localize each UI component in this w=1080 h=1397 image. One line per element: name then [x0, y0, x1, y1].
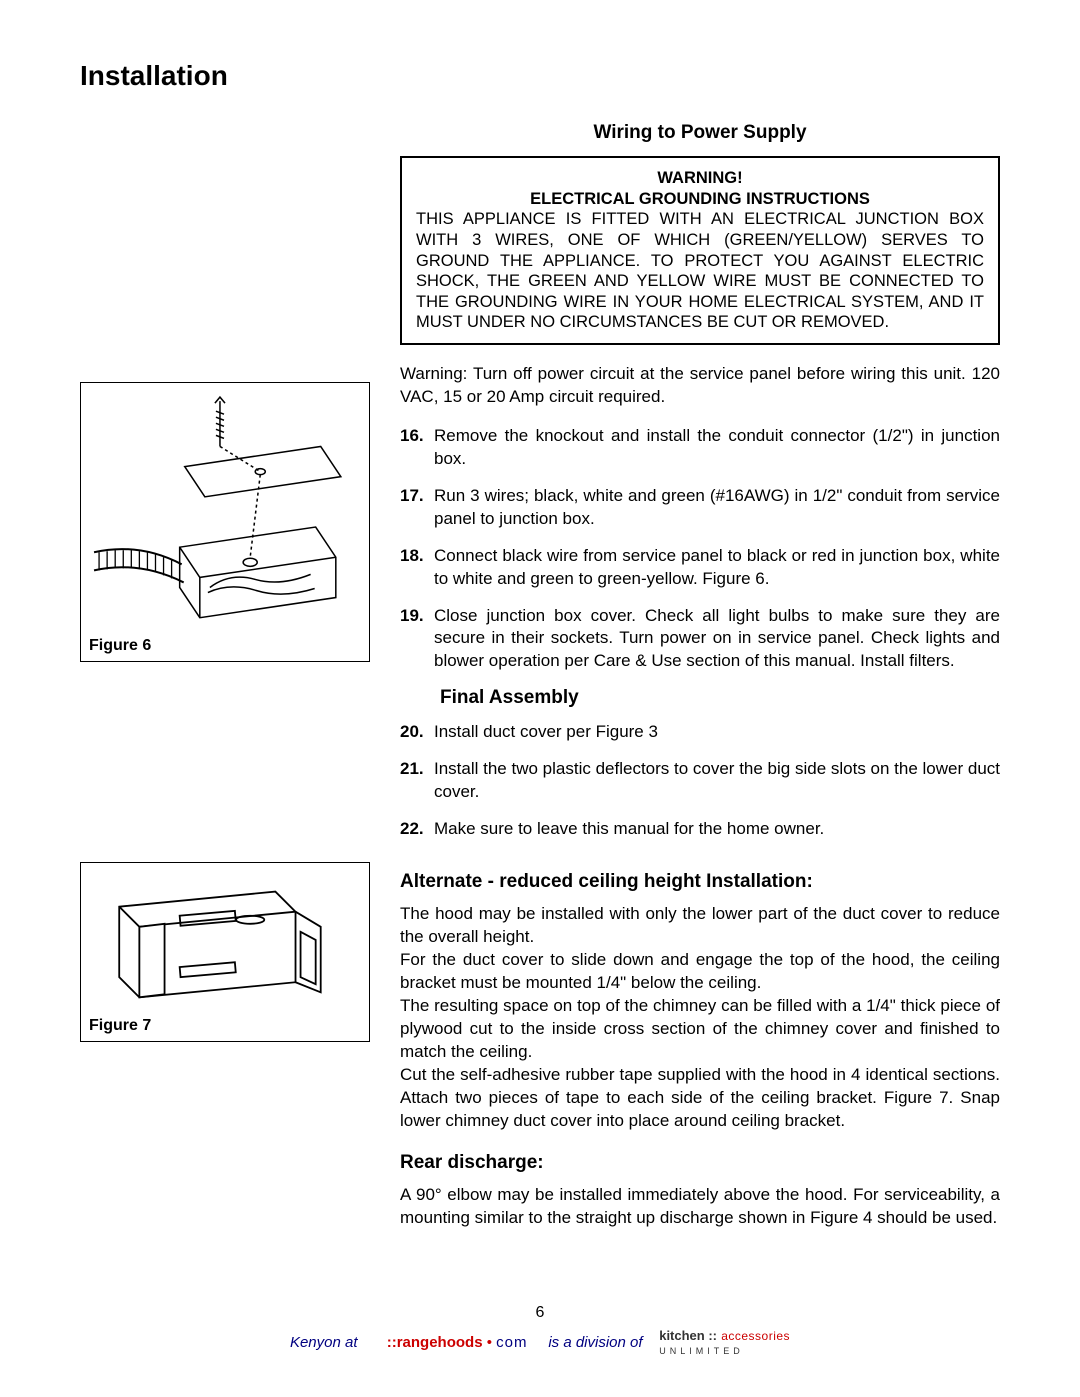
figure-6-box: Figure 6 [80, 382, 370, 662]
final-assembly-steps: 20. Install duct cover per Figure 3 21. I… [400, 721, 1000, 841]
step-19: 19. Close junction box cover. Check all l… [400, 605, 1000, 674]
alt-p2: For the duct cover to slide down and eng… [400, 949, 1000, 995]
step-num: 16. [400, 425, 424, 448]
step-text: Run 3 wires; black, white and green (#16… [434, 486, 1000, 528]
alternate-heading: Alternate - reduced ceiling height Insta… [400, 871, 1000, 893]
footer: Kenyon at ::rangehoods • com is a divisi… [0, 1329, 1080, 1358]
alt-p3: The resulting space on top of the chimne… [400, 995, 1000, 1064]
figure-7-label: Figure 7 [89, 1017, 151, 1035]
final-assembly-heading: Final Assembly [440, 687, 1000, 709]
step-text: Install duct cover per Figure 3 [434, 722, 658, 741]
left-column: Figure 6 [80, 122, 370, 1246]
content-row: Figure 6 [80, 122, 1000, 1246]
junction-box-diagram-icon [89, 391, 361, 653]
footer-logo: kitchen :: accessories UNLIMITED [659, 1329, 790, 1358]
step-text: Remove the knockout and install the cond… [434, 426, 1000, 468]
right-column: Wiring to Power Supply WARNING! ELECTRIC… [400, 122, 1000, 1246]
step-num: 21. [400, 758, 424, 781]
footer-com: com [496, 1334, 527, 1351]
alt-p1: The hood may be installed with only the … [400, 903, 1000, 949]
figure-6-label: Figure 6 [89, 637, 151, 655]
footer-unlimited: UNLIMITED [659, 1347, 744, 1356]
step-text: Close junction box cover. Check all ligh… [434, 606, 1000, 671]
footer-kitchen: kitchen :: [659, 1328, 717, 1343]
step-16: 16. Remove the knockout and install the c… [400, 425, 1000, 471]
wiring-heading: Wiring to Power Supply [400, 122, 1000, 144]
warning-title-1: WARNING! [416, 168, 984, 189]
step-num: 20. [400, 721, 424, 744]
page-number: 6 [0, 1304, 1080, 1322]
step-num: 19. [400, 605, 424, 628]
step-num: 22. [400, 818, 424, 841]
warning-box: WARNING! ELECTRICAL GROUNDING INSTRUCTIO… [400, 156, 1000, 345]
page-title: Installation [80, 60, 1000, 92]
warning-body: THIS APPLIANCE IS FITTED WITH AN ELECTRI… [416, 209, 984, 333]
step-21: 21. Install the two plastic deflectors to… [400, 758, 1000, 804]
footer-division: is a division of [548, 1334, 642, 1351]
warning-pre-text: Warning: Turn off power circuit at the s… [400, 363, 1000, 409]
rear-p1: A 90° elbow may be installed immediately… [400, 1184, 1000, 1230]
step-num: 17. [400, 485, 424, 508]
step-text: Make sure to leave this manual for the h… [434, 819, 824, 838]
step-22: 22. Make sure to leave this manual for th… [400, 818, 1000, 841]
footer-brand: ::rangehoods [387, 1334, 483, 1351]
rear-discharge-heading: Rear discharge: [400, 1152, 1000, 1174]
wiring-steps: 16. Remove the knockout and install the c… [400, 425, 1000, 673]
step-20: 20. Install duct cover per Figure 3 [400, 721, 1000, 744]
footer-accessories: accessories [721, 1329, 790, 1343]
ceiling-bracket-diagram-icon [89, 871, 361, 1033]
figure-7-box: Figure 7 [80, 862, 370, 1042]
step-17: 17. Run 3 wires; black, white and green (… [400, 485, 1000, 531]
step-num: 18. [400, 545, 424, 568]
step-18: 18. Connect black wire from service panel… [400, 545, 1000, 591]
warning-title-2: ELECTRICAL GROUNDING INSTRUCTIONS [416, 189, 984, 210]
step-text: Connect black wire from service panel to… [434, 546, 1000, 588]
step-text: Install the two plastic deflectors to co… [434, 759, 1000, 801]
footer-kenyon: Kenyon at [290, 1334, 358, 1351]
alt-p4: Cut the self-adhesive rubber tape suppli… [400, 1064, 1000, 1133]
footer-dot-icon: • [483, 1334, 497, 1351]
